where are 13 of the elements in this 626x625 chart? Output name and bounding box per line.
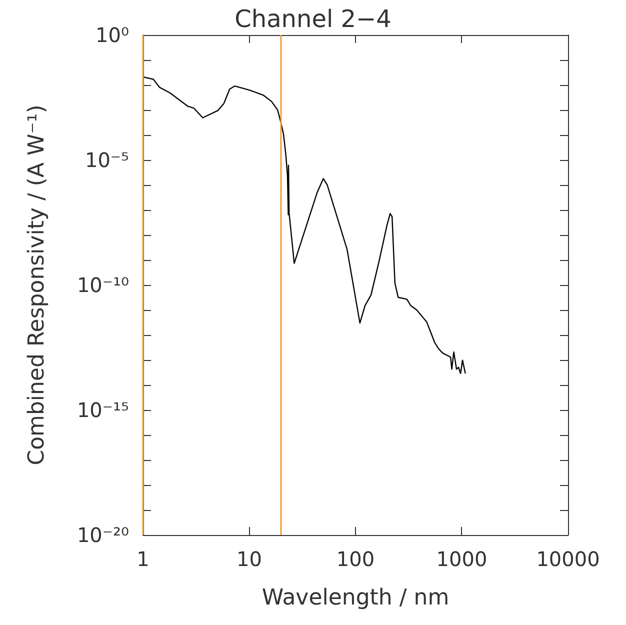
y-tick-label: 10⁰ [96,23,129,47]
x-tick-label: 10 [236,547,262,571]
x-tick-label: 1 [136,547,150,571]
x-tick-label: 10000 [536,547,600,571]
y-tick-label: 10⁻²⁰ [76,523,129,547]
x-axis-title: Wavelength / nm [262,586,450,610]
y-tick-label: 10⁻¹⁵ [76,398,129,422]
y-tick-label: 10⁻¹⁰ [76,273,129,297]
y-axis-title: Combined Responsivity / (A W⁻¹) [24,104,50,466]
x-tick-label: 100 [336,547,375,571]
y-tick-label: 10⁻⁵ [84,148,129,172]
x-tick-label: 1000 [436,547,488,571]
chart-title: Channel 2−4 [234,5,392,33]
